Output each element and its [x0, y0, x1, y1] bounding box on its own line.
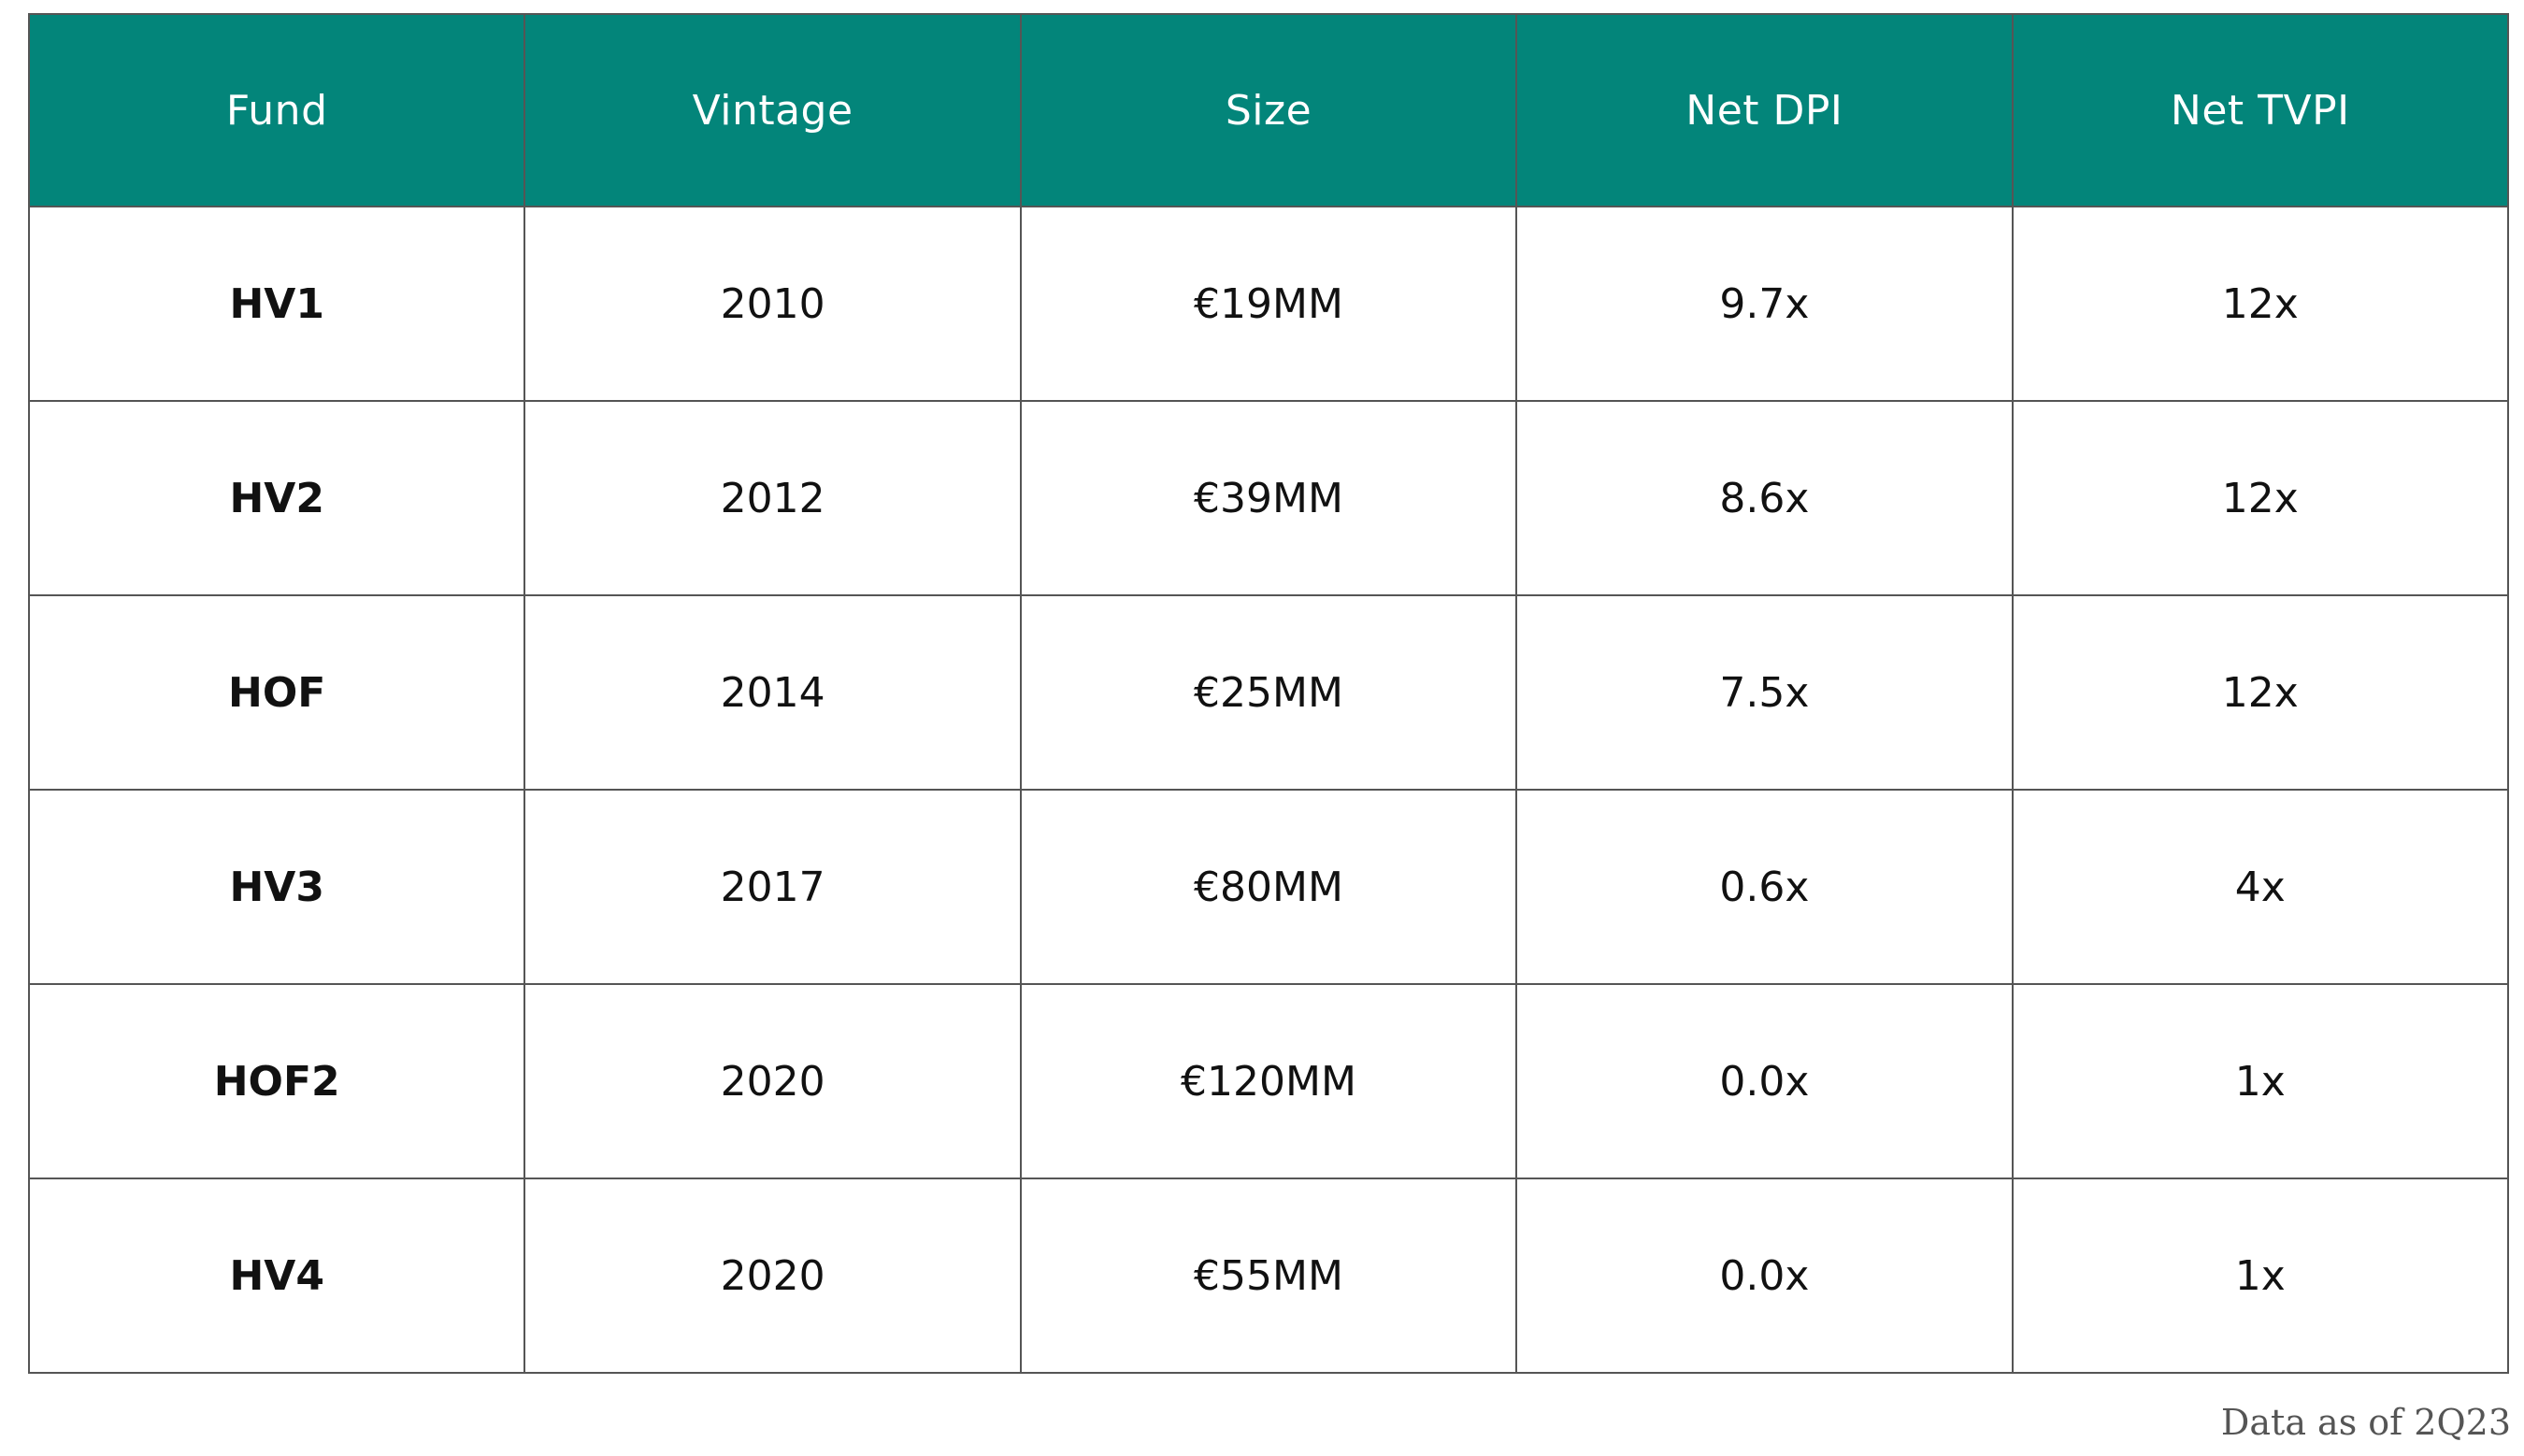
- size-cell: €39MM: [1019, 400, 1518, 596]
- fund-cell: HV2: [27, 400, 526, 596]
- fund-cell: HV3: [27, 789, 526, 985]
- table-body: HV1 2010 €19MM 9.7x 12x HV2 2012 €39MM 8…: [27, 206, 2510, 1374]
- size-cell: €55MM: [1019, 1178, 1518, 1374]
- table-row: HV1 2010 €19MM 9.7x 12x: [27, 206, 2510, 402]
- net-dpi-cell: 7.5x: [1515, 594, 2014, 791]
- size-cell: €80MM: [1019, 789, 1518, 985]
- fund-cell: HOF2: [27, 983, 526, 1179]
- net-dpi-cell: 0.6x: [1515, 789, 2014, 985]
- data-date-footnote: Data as of 2Q23: [2220, 1402, 2511, 1443]
- net-dpi-cell: 0.0x: [1515, 983, 2014, 1179]
- header-size: Size: [1019, 13, 1518, 207]
- header-row: Fund Vintage Size Net DPI Net TVPI: [27, 13, 2510, 207]
- fund-performance-table: Fund Vintage Size Net DPI Net TVPI HV1 2…: [27, 13, 2510, 1374]
- net-tvpi-cell: 1x: [2011, 1178, 2510, 1374]
- net-dpi-cell: 8.6x: [1515, 400, 2014, 596]
- vintage-cell: 2010: [523, 206, 1022, 402]
- vintage-cell: 2012: [523, 400, 1022, 596]
- table-row: HOF 2014 €25MM 7.5x 12x: [27, 594, 2510, 791]
- header-vintage: Vintage: [523, 13, 1022, 207]
- size-cell: €19MM: [1019, 206, 1518, 402]
- net-tvpi-cell: 12x: [2011, 400, 2510, 596]
- net-tvpi-cell: 1x: [2011, 983, 2510, 1179]
- vintage-cell: 2014: [523, 594, 1022, 791]
- header-net-tvpi: Net TVPI: [2011, 13, 2510, 207]
- table-row: HOF2 2020 €120MM 0.0x 1x: [27, 983, 2510, 1179]
- vintage-cell: 2020: [523, 1178, 1022, 1374]
- fund-cell: HV4: [27, 1178, 526, 1374]
- header-fund: Fund: [27, 13, 526, 207]
- vintage-cell: 2017: [523, 789, 1022, 985]
- table-row: HV3 2017 €80MM 0.6x 4x: [27, 789, 2510, 985]
- net-dpi-cell: 9.7x: [1515, 206, 2014, 402]
- net-dpi-cell: 0.0x: [1515, 1178, 2014, 1374]
- net-tvpi-cell: 4x: [2011, 789, 2510, 985]
- table-header: Fund Vintage Size Net DPI Net TVPI: [27, 13, 2510, 207]
- net-tvpi-cell: 12x: [2011, 594, 2510, 791]
- size-cell: €25MM: [1019, 594, 1518, 791]
- fund-cell: HV1: [27, 206, 526, 402]
- size-cell: €120MM: [1019, 983, 1518, 1179]
- fund-cell: HOF: [27, 594, 526, 791]
- header-net-dpi: Net DPI: [1515, 13, 2014, 207]
- fund-performance-table-container: Fund Vintage Size Net DPI Net TVPI HV1 2…: [27, 13, 2510, 1374]
- net-tvpi-cell: 12x: [2011, 206, 2510, 402]
- vintage-cell: 2020: [523, 983, 1022, 1179]
- table-row: HV4 2020 €55MM 0.0x 1x: [27, 1178, 2510, 1374]
- table-row: HV2 2012 €39MM 8.6x 12x: [27, 400, 2510, 596]
